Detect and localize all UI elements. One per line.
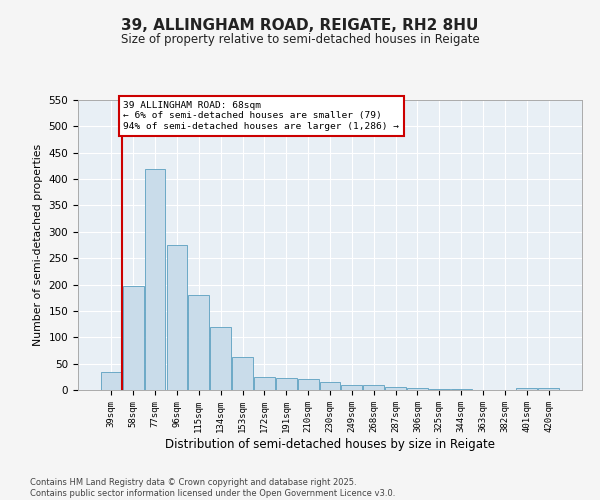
- Text: 39 ALLINGHAM ROAD: 68sqm
← 6% of semi-detached houses are smaller (79)
94% of se: 39 ALLINGHAM ROAD: 68sqm ← 6% of semi-de…: [124, 101, 400, 131]
- Bar: [188, 294, 209, 390]
- Bar: [407, 388, 428, 390]
- Bar: [101, 372, 122, 390]
- Bar: [320, 382, 340, 390]
- Y-axis label: Number of semi-detached properties: Number of semi-detached properties: [33, 144, 43, 346]
- Bar: [298, 380, 319, 390]
- Text: Size of property relative to semi-detached houses in Reigate: Size of property relative to semi-detach…: [121, 32, 479, 46]
- Bar: [232, 358, 253, 390]
- Bar: [276, 378, 296, 390]
- Bar: [429, 389, 450, 390]
- Bar: [145, 168, 166, 390]
- Bar: [254, 377, 275, 390]
- Text: 39, ALLINGHAM ROAD, REIGATE, RH2 8HU: 39, ALLINGHAM ROAD, REIGATE, RH2 8HU: [121, 18, 479, 32]
- Text: Contains HM Land Registry data © Crown copyright and database right 2025.
Contai: Contains HM Land Registry data © Crown c…: [30, 478, 395, 498]
- Bar: [364, 384, 384, 390]
- Bar: [210, 326, 231, 390]
- Bar: [123, 286, 143, 390]
- Bar: [341, 384, 362, 390]
- Bar: [517, 388, 537, 390]
- Bar: [385, 388, 406, 390]
- Bar: [538, 388, 559, 390]
- X-axis label: Distribution of semi-detached houses by size in Reigate: Distribution of semi-detached houses by …: [165, 438, 495, 450]
- Bar: [167, 245, 187, 390]
